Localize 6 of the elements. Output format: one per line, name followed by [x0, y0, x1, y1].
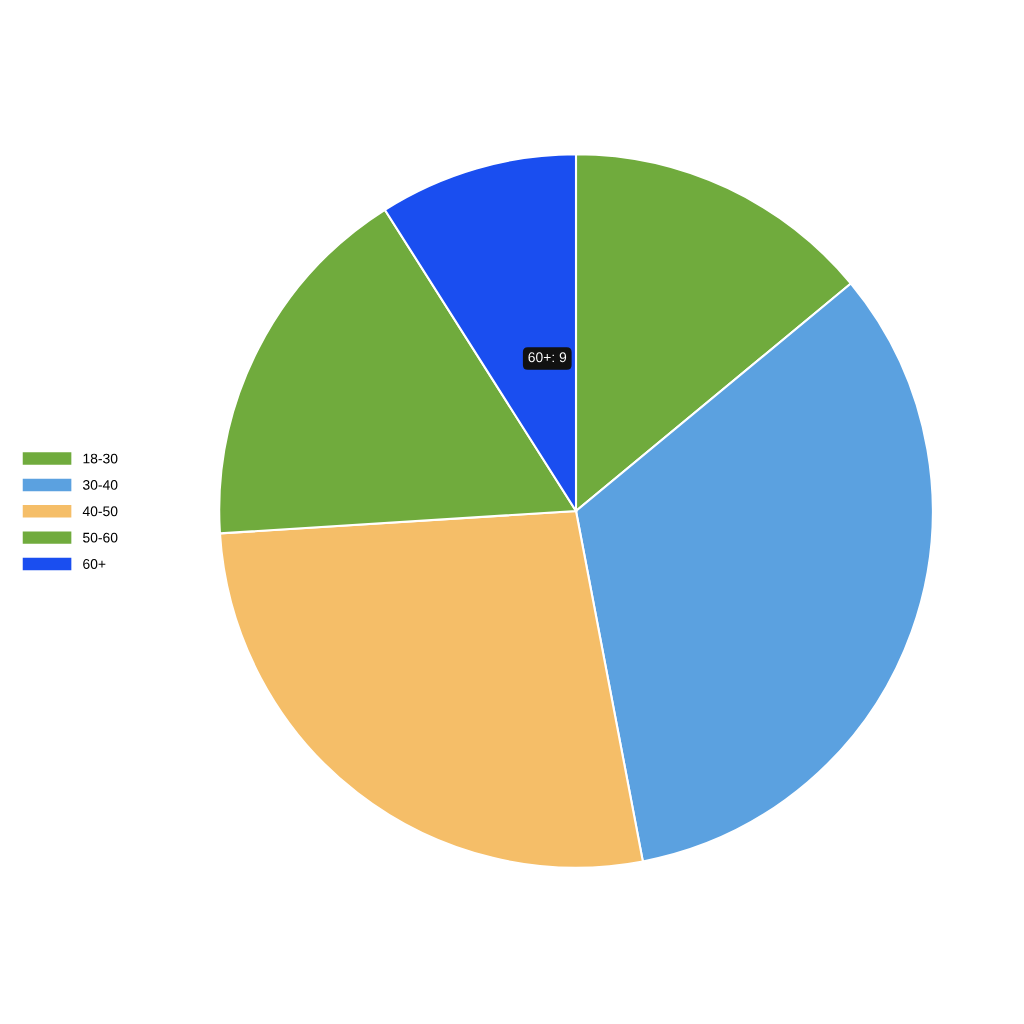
text: 60+: 9	[528, 352, 567, 363]
legend-label: 50-60	[83, 532, 118, 543]
legend-label: 18-30	[83, 453, 118, 464]
legend-label: 40-50	[82, 506, 118, 517]
legend-label: 60+	[83, 559, 106, 569]
legend-label: 30-40	[82, 479, 118, 490]
